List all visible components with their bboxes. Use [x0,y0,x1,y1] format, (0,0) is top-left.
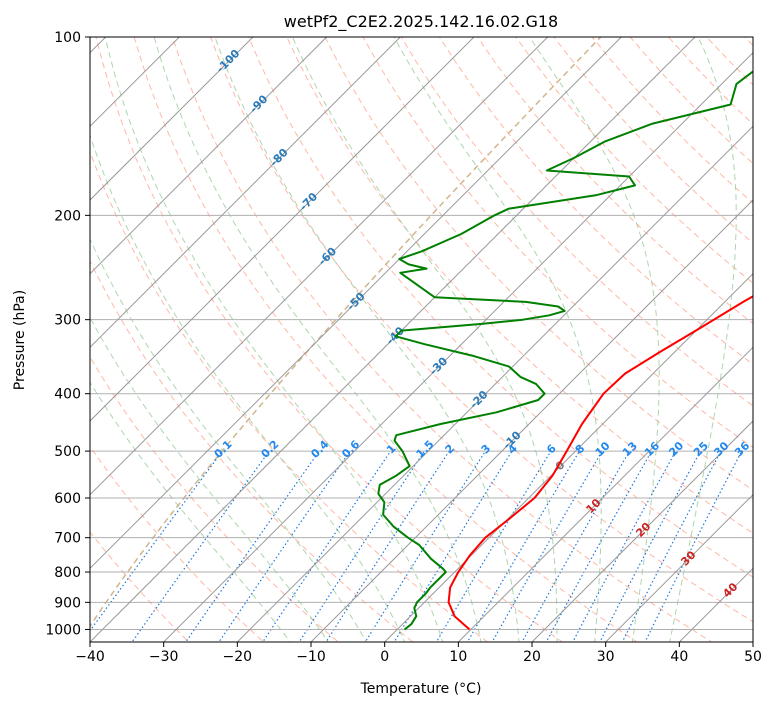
isotherm-line [90,37,328,275]
moist-adiabat-line [90,133,406,642]
x-tick-label: 50 [744,649,762,665]
dry-adiabat-line [438,37,753,366]
y-tick-label: 800 [54,565,81,581]
isotherm-line [457,346,753,642]
y-tick-label: 100 [54,30,81,46]
x-tick-label: −10 [296,649,326,665]
y-tick-label: 400 [54,387,81,403]
isotherm-line [310,199,753,642]
moist-adiabat-line [90,381,291,642]
moist-adiabat-line [153,37,482,642]
x-axis-label: Temperature (°C) [360,681,482,697]
moist-adiabat-line [90,316,329,642]
x-tick-label: 0 [380,649,389,665]
x-tick-label: 40 [670,649,688,665]
moist-adiabat-line [291,37,558,642]
dry-adiabat-line [362,37,753,449]
isotherm-line [90,37,696,642]
x-tick-label: 20 [523,649,541,665]
isotherm-line [531,420,753,642]
moist-adiabat-line [669,37,737,642]
y-tick-label: 900 [54,595,81,611]
dry-adiabat-line [324,37,753,491]
x-tick-label: −30 [149,649,179,665]
chart-title: wetPf2_C2E2.2025.142.16.02.G18 [284,12,558,32]
y-axis-ticks: 100 200 300 400 500 600 700 800 900 1000 [45,30,90,638]
moist-adiabats [90,37,737,642]
moist-adiabat-line [214,37,520,642]
y-tick-label: 1000 [45,622,81,638]
isotherm-line [90,37,475,422]
pressure-gridlines [90,37,753,630]
y-tick-label: 300 [54,313,81,329]
isotherm-line [90,37,401,349]
isotherm-line [90,37,254,201]
y-tick-label: 600 [54,491,81,507]
isotherm-line [90,37,622,570]
isotherm-line [383,272,753,642]
plot-frame [89,36,754,643]
x-tick-label: −40 [75,649,105,665]
isotherm-line [236,125,753,642]
temperature-profile-line [447,295,753,631]
isotherm-line [604,493,753,642]
profile-series [377,70,753,631]
y-tick-label: 700 [54,531,81,547]
y-axis-label: Pressure (hPa) [12,290,28,390]
x-tick-label: 30 [597,649,615,665]
moist-adiabat-line [393,37,602,642]
y-tick-label: 200 [54,208,81,224]
isotherms [90,37,753,642]
isotherm-line [162,51,753,642]
plot-area: -100-90-80-70-60-50-40-30-20-10010203040… [90,37,753,642]
dry-adiabat-line [400,37,753,407]
y-tick-label: 500 [54,444,81,460]
moist-adiabat-line [104,37,444,642]
x-tick-label: 10 [449,649,467,665]
isotherm-line [90,37,549,496]
moist-adiabat-line [90,237,367,642]
x-tick-label: −20 [223,649,253,665]
x-axis-ticks: −40 −30 −20 −10 0 10 20 30 40 50 [75,642,762,665]
dewpoint-profile-line [377,70,753,631]
